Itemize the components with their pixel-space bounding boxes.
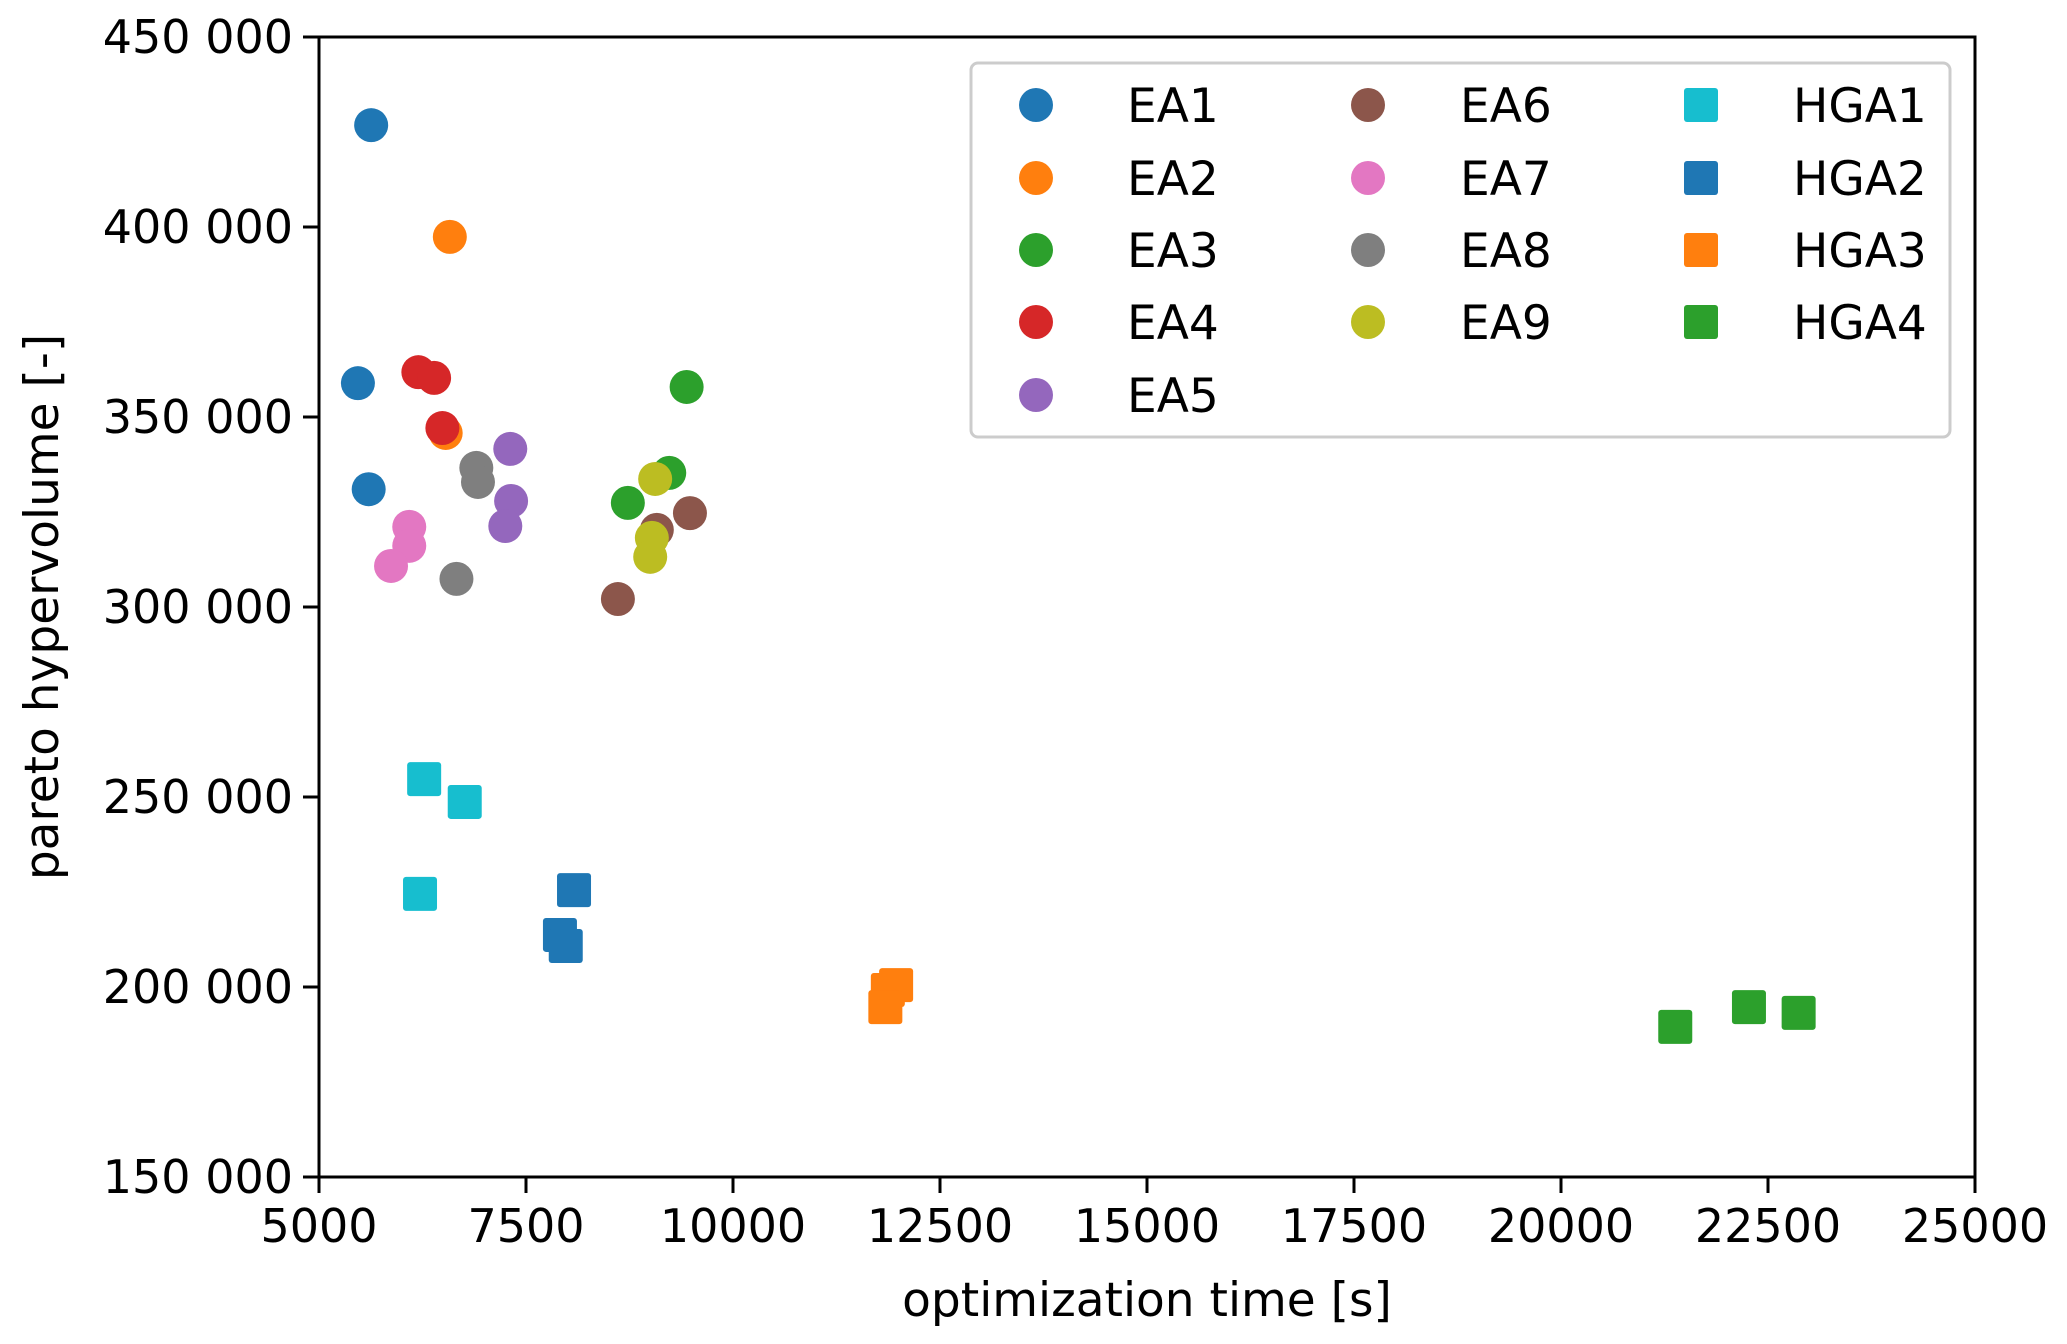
legend-circle-marker	[1351, 161, 1385, 195]
data-point-ea2	[432, 219, 467, 254]
y-tick-label: 150 000	[103, 1150, 293, 1204]
y-tick-label: 200 000	[103, 960, 293, 1014]
legend-item-ea6: EA6	[1351, 79, 1552, 134]
legend-item-ea8: EA8	[1351, 224, 1552, 279]
legend-item-hga2: HGA2	[1684, 152, 1927, 207]
legend-circle-marker	[1019, 161, 1053, 195]
legend-circle-marker	[1019, 305, 1053, 339]
legend-item-ea7: EA7	[1351, 152, 1552, 207]
x-tick-label: 17500	[1281, 1199, 1427, 1253]
series-ea9	[633, 461, 673, 574]
data-point-ea1	[354, 108, 389, 143]
data-point-ea4	[425, 411, 460, 446]
legend-item-ea5: EA5	[1019, 369, 1219, 424]
legend-label: EA9	[1460, 296, 1552, 351]
legend-label: EA1	[1127, 79, 1219, 134]
y-axis-ticks: 150 000 200 000 250 000 300 000 350 000 400 0…	[103, 10, 319, 1204]
y-tick-label: 450 000	[103, 10, 293, 64]
x-tick-label: 25000	[1902, 1199, 2048, 1253]
y-tick-label: 350 000	[103, 390, 293, 444]
data-point-ea5	[488, 509, 523, 544]
legend-label: HGA3	[1793, 224, 1927, 279]
y-tick-label: 300 000	[103, 580, 293, 634]
legend-label: EA8	[1460, 224, 1552, 279]
data-point-ea1	[351, 472, 386, 507]
y-axis-label: pareto hypervolume [-]	[15, 334, 70, 880]
legend-item-hga3: HGA3	[1684, 224, 1927, 279]
series-hga3	[868, 968, 914, 1025]
legend-item-ea3: EA3	[1019, 224, 1219, 279]
legend-item-ea9: EA9	[1351, 296, 1552, 351]
legend-circle-marker	[1019, 378, 1053, 412]
legend-item-ea1: EA1	[1019, 79, 1219, 134]
series-ea4	[401, 355, 460, 446]
legend-square-marker	[1684, 161, 1718, 195]
legend-label: EA4	[1127, 296, 1219, 351]
data-point-ea3	[669, 369, 704, 404]
series-hga4	[1658, 990, 1816, 1044]
data-point-hga4	[1658, 1009, 1693, 1044]
legend-circle-marker	[1019, 88, 1053, 122]
data-point-ea9	[638, 461, 673, 496]
x-tick-label: 15000	[1074, 1199, 1220, 1253]
data-point-ea6	[672, 496, 707, 531]
data-point-ea8	[439, 561, 474, 596]
data-point-hga3	[868, 990, 903, 1025]
legend-label: EA6	[1460, 79, 1552, 134]
legend-circle-marker	[1351, 88, 1385, 122]
data-point-ea7	[374, 548, 409, 583]
data-point-ea5	[493, 431, 528, 466]
legend-label: HGA4	[1793, 296, 1927, 351]
x-tick-label: 22500	[1695, 1199, 1841, 1253]
x-tick-label: 5000	[260, 1199, 377, 1253]
data-point-hga1	[407, 762, 442, 797]
data-point-hga2	[557, 873, 592, 908]
legend-label: EA2	[1127, 152, 1219, 207]
data-point-ea9	[633, 539, 668, 574]
legend-square-marker	[1684, 88, 1718, 122]
series-ea7	[374, 509, 427, 583]
legend-label: EA5	[1127, 369, 1219, 424]
data-point-hga1	[403, 876, 438, 911]
data-point-ea3	[610, 485, 645, 520]
legend-item-ea4: EA4	[1019, 296, 1219, 351]
data-point-ea4	[417, 360, 452, 395]
series-hga1	[403, 762, 482, 911]
legend-square-marker	[1684, 233, 1718, 267]
data-point-ea6	[600, 582, 635, 617]
legend-circle-marker	[1351, 233, 1385, 267]
x-axis-label: optimization time [s]	[902, 1273, 1392, 1328]
data-points	[340, 108, 1816, 1044]
legend-circle-marker	[1351, 305, 1385, 339]
data-point-hga1	[447, 784, 482, 819]
y-tick-label: 400 000	[103, 200, 293, 254]
legend-label: EA7	[1460, 152, 1552, 207]
legend-circle-marker	[1019, 233, 1053, 267]
legend-item-hga1: HGA1	[1684, 79, 1927, 134]
x-tick-label: 20000	[1488, 1199, 1634, 1253]
x-axis-ticks: 5000 7500 10000 12500 15000 17500 20000 22500 25…	[260, 1177, 2048, 1253]
data-point-hga4	[1781, 995, 1816, 1030]
data-point-hga4	[1731, 990, 1766, 1025]
x-tick-label: 7500	[467, 1199, 584, 1253]
data-point-hga2	[548, 928, 583, 963]
series-ea1	[340, 108, 389, 507]
x-tick-label: 12500	[867, 1199, 1013, 1253]
legend-label: HGA2	[1793, 152, 1927, 207]
series-ea8	[439, 450, 495, 596]
y-tick-label: 250 000	[103, 770, 293, 824]
legend: EA1 EA2 EA3 EA4 EA5 EA6 EA7 EA8 EA9 HGA1 HGA2 HGA3 H…	[969, 61, 1952, 439]
legend-item-ea2: EA2	[1019, 152, 1219, 207]
legend-square-marker	[1684, 305, 1718, 339]
series-hga2	[542, 873, 592, 963]
x-tick-label: 10000	[660, 1199, 806, 1253]
legend-item-hga4: HGA4	[1684, 296, 1927, 351]
legend-label: HGA1	[1793, 79, 1927, 134]
data-point-ea1	[340, 366, 375, 401]
legend-box	[969, 61, 1952, 439]
series-ea5	[488, 431, 529, 544]
data-point-ea8	[460, 464, 495, 499]
legend-label: EA3	[1127, 224, 1219, 279]
